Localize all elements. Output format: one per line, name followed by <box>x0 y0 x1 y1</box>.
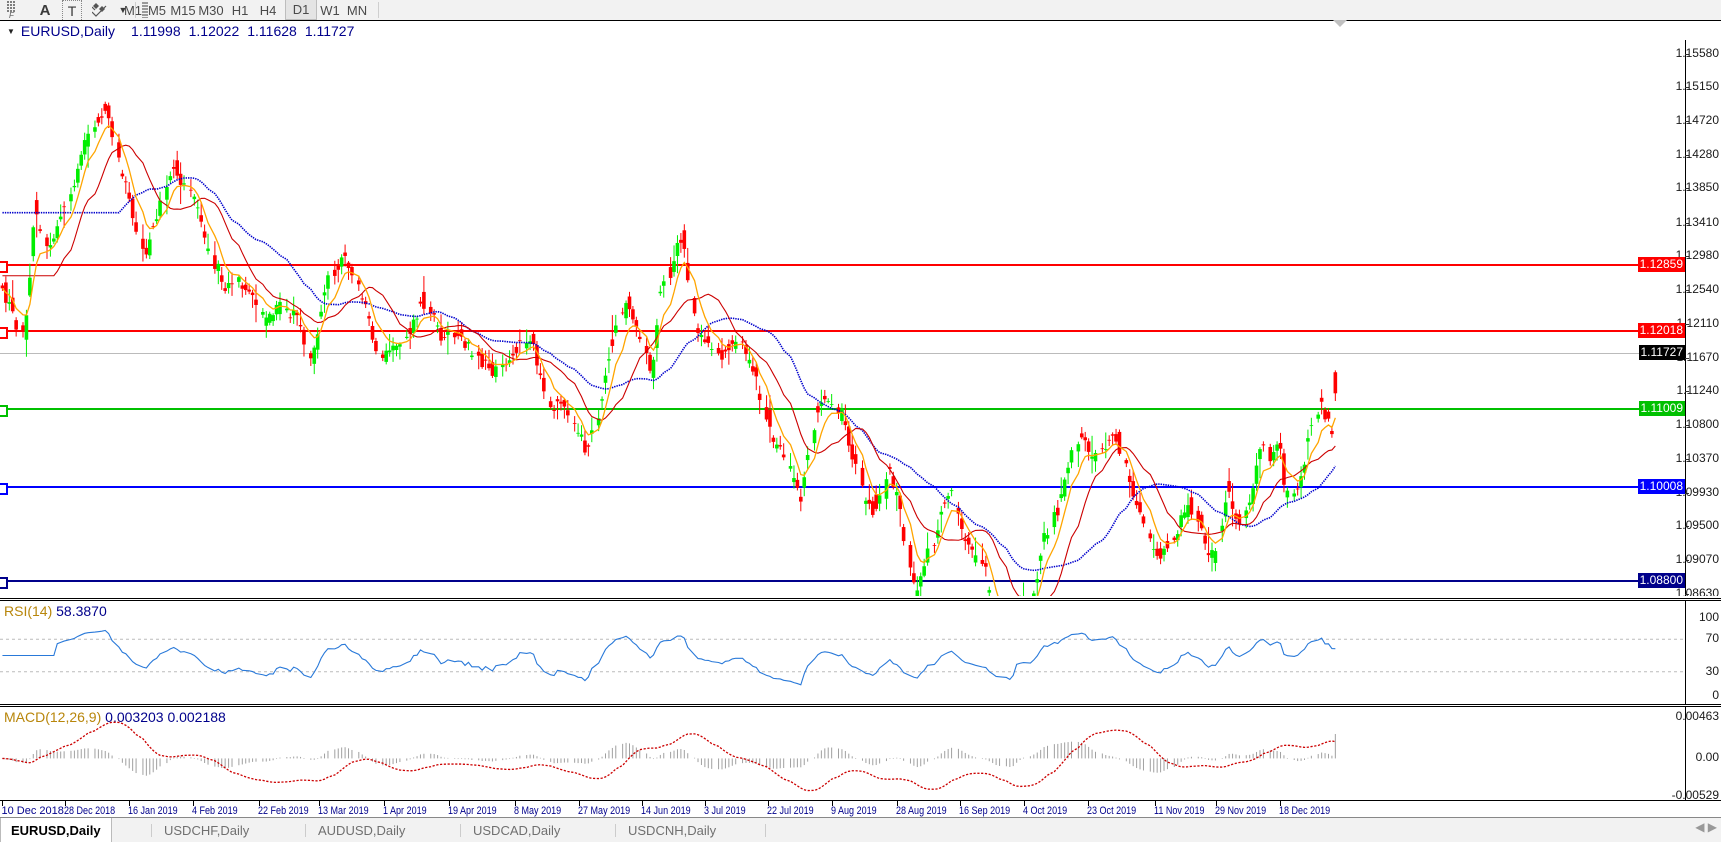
svg-text:F: F <box>9 11 15 18</box>
